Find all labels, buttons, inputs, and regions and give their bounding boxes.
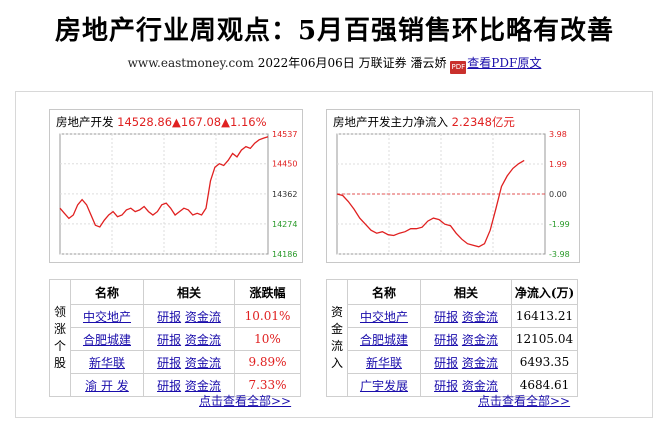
report-link[interactable]: 研报 [434, 378, 459, 393]
side-char: 个 [53, 339, 66, 353]
pdf-icon[interactable]: PDF [450, 61, 467, 74]
fund-flow-link[interactable]: 资金流 [184, 309, 221, 324]
side-char: 入 [330, 356, 343, 370]
stock-name-link[interactable]: 中交地产 [359, 309, 408, 324]
change-value: 10% [234, 327, 301, 351]
author-name: 潘云娇 [410, 56, 447, 70]
table-row: 合肥城建 研报 资金流 10% [50, 327, 301, 351]
fund-flow-link[interactable]: 资金流 [184, 332, 221, 347]
fund-flow-link[interactable]: 资金流 [461, 355, 498, 370]
side-char: 资 [330, 305, 343, 319]
y-tick-label: 14186 [272, 250, 297, 259]
index-change: ▲167.08 [172, 115, 222, 129]
stock-name-link[interactable]: 合肥城建 [82, 332, 131, 347]
table-row: 广宇发展 研报 资金流 4684.61 [327, 373, 578, 397]
flow-chart-box[interactable]: 房地产开发主力净流入 2.2348亿元 3.98 1.99 0.00 -1.99 -3.… [326, 109, 580, 263]
view-pdf-link[interactable]: 查看PDF原文 [467, 56, 542, 70]
fund-flow-link[interactable]: 资金流 [184, 355, 221, 370]
side-char: 股 [53, 356, 66, 370]
flow-name: 房地产开发主力净流入 [333, 115, 448, 129]
fund-flow-link[interactable]: 资金流 [461, 378, 498, 393]
col-header-related: 相关 [143, 279, 235, 305]
stock-name-link[interactable]: 中交地产 [82, 309, 131, 324]
col-header-inflow: 净流入(万) [511, 279, 578, 305]
report-link[interactable]: 研报 [434, 332, 459, 347]
y-tick-label: 3.98 [549, 130, 567, 139]
y-tick-label: 14362 [272, 190, 297, 199]
side-char: 流 [330, 339, 343, 353]
y-tick-label: 14537 [272, 130, 297, 139]
y-tick-label: 14274 [272, 220, 297, 229]
inflow-value: 16413.21 [511, 304, 578, 328]
table-row: 渝 开 发 研报 资金流 7.33% [50, 373, 301, 397]
index-chart-box[interactable]: 房地产开发 14528.86▲167.08▲1.16% 14537 14450 14… [49, 109, 303, 263]
side-char: 领 [53, 305, 66, 319]
y-tick-label: 14450 [272, 160, 297, 169]
article-meta: www.eastmoney.com 2022年06月06日 万联证券 潘云娇 P… [0, 54, 669, 74]
fund-inflow-table: 资 金 流 入 名称 相关 净流入(万) 中交地产 研报 资金流 16413.2… [326, 279, 578, 397]
series-line [59, 136, 269, 228]
leading-stocks-more-link[interactable]: 点击查看全部>> [199, 394, 292, 408]
y-tick-label: 1.99 [549, 160, 567, 169]
col-header-name: 名称 [347, 279, 421, 305]
report-link[interactable]: 研报 [434, 309, 459, 324]
y-tick-label: -1.99 [549, 220, 570, 229]
index-chart-header: 房地产开发 14528.86▲167.08▲1.16% [56, 114, 267, 130]
table-row: 中交地产 研报 资金流 10.01% [50, 304, 301, 328]
stock-name-link[interactable]: 合肥城建 [359, 332, 408, 347]
fund-flow-link[interactable]: 资金流 [461, 332, 498, 347]
publish-date: 2022年06月06日 [257, 56, 355, 70]
change-value: 9.89% [234, 350, 301, 374]
leading-stocks-table: 领 涨 个 股 名称 相关 涨跌幅 中交地产 研报 资金流 10.01% 合肥城… [49, 279, 301, 397]
stock-name-link[interactable]: 广宇发展 [359, 378, 408, 393]
y-tick-label: 0.00 [549, 190, 567, 199]
fund-flow-link[interactable]: 资金流 [461, 309, 498, 324]
report-link[interactable]: 研报 [434, 355, 459, 370]
site-link[interactable]: www.eastmoney.com [127, 56, 254, 70]
inflow-value: 6493.35 [511, 350, 578, 374]
inflow-value: 4684.61 [511, 373, 578, 397]
flow-value: 2.2348亿元 [451, 115, 515, 129]
market-panel: 房地产开发 14528.86▲167.08▲1.16% 14537 14450 14… [15, 91, 653, 418]
report-link[interactable]: 研报 [157, 309, 182, 324]
fund-inflow-side-label: 资 金 流 入 [326, 279, 348, 397]
fund-flow-link[interactable]: 资金流 [184, 378, 221, 393]
flow-line-chart: 3.98 1.99 0.00 -1.99 -3.98 [336, 130, 570, 259]
series-line [336, 159, 525, 248]
col-header-name: 名称 [70, 279, 144, 305]
y-tick-label: -3.98 [549, 250, 570, 259]
side-char: 涨 [53, 322, 66, 336]
table-row: 中交地产 研报 资金流 16413.21 [327, 304, 578, 328]
side-char: 金 [330, 322, 343, 336]
table-row: 合肥城建 研报 资金流 12105.04 [327, 327, 578, 351]
index-name: 房地产开发 [56, 115, 114, 129]
col-header-change: 涨跌幅 [234, 279, 301, 305]
table-row: 新华联 研报 资金流 6493.35 [327, 350, 578, 374]
stock-name-link[interactable]: 新华联 [365, 355, 402, 370]
table-row: 新华联 研报 资金流 9.89% [50, 350, 301, 374]
index-change-pct: ▲1.16% [221, 115, 267, 129]
index-value: 14528.86 [117, 115, 173, 129]
leading-stocks-side-label: 领 涨 个 股 [49, 279, 71, 397]
report-link[interactable]: 研报 [157, 355, 182, 370]
inflow-value: 12105.04 [511, 327, 578, 351]
col-header-related: 相关 [420, 279, 512, 305]
fund-inflow-more-link[interactable]: 点击查看全部>> [478, 394, 571, 408]
article-title: 房地产行业周观点：5月百强销售环比略有改善 [54, 16, 615, 46]
broker-name: 万联证券 [358, 56, 407, 70]
change-value: 7.33% [234, 373, 301, 397]
flow-chart-header: 房地产开发主力净流入 2.2348亿元 [333, 114, 515, 130]
stock-name-link[interactable]: 渝 开 发 [85, 378, 129, 393]
change-value: 10.01% [234, 304, 301, 328]
report-link[interactable]: 研报 [157, 378, 182, 393]
report-link[interactable]: 研报 [157, 332, 182, 347]
stock-name-link[interactable]: 新华联 [88, 355, 125, 370]
index-line-chart: 14537 14450 14362 14274 14186 [59, 130, 297, 259]
